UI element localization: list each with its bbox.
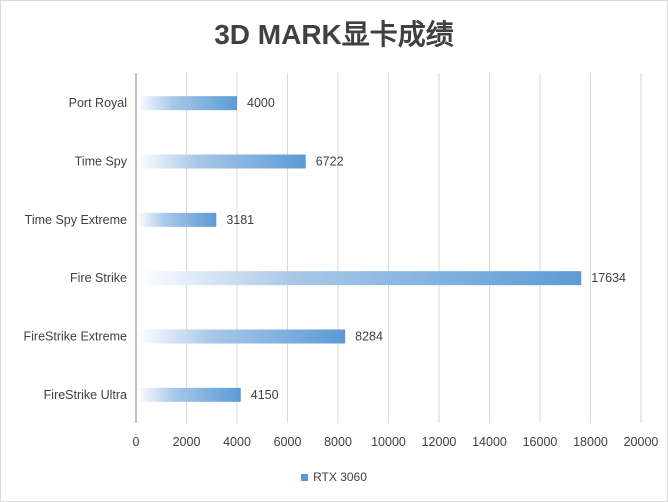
- x-tick-label: 16000: [523, 435, 558, 449]
- x-tick-label: 12000: [422, 435, 457, 449]
- bar: [137, 271, 582, 286]
- bar: [137, 212, 217, 227]
- bar: [137, 96, 237, 111]
- category-label: Time Spy: [75, 155, 128, 169]
- x-tick-label: 0: [133, 435, 140, 449]
- category-label: FireStrike Ultra: [44, 388, 127, 402]
- category-label: Time Spy Extreme: [25, 213, 127, 227]
- x-tick-label: 14000: [472, 435, 507, 449]
- category-label: Port Royal: [69, 96, 127, 110]
- data-label: 4150: [251, 388, 279, 402]
- legend-swatch: [301, 474, 309, 482]
- x-tick-label: 18000: [573, 435, 608, 449]
- chart-title: 3D MARK显卡成绩: [214, 19, 454, 50]
- x-tick-label: 20000: [624, 435, 659, 449]
- x-tick-label: 10000: [371, 435, 406, 449]
- data-label: 4000: [247, 96, 275, 110]
- bar: [137, 154, 306, 169]
- bar: [137, 329, 346, 344]
- legend-label: RTX 3060: [313, 470, 367, 484]
- x-tick-label: 4000: [223, 435, 251, 449]
- x-tick-label: 2000: [173, 435, 201, 449]
- category-label: Fire Strike: [70, 271, 127, 285]
- data-label: 17634: [591, 271, 626, 285]
- x-tick-label: 8000: [324, 435, 352, 449]
- category-label: FireStrike Extreme: [24, 330, 128, 344]
- legend: RTX 3060: [1, 470, 667, 484]
- data-label: 8284: [355, 330, 383, 344]
- data-label: 6722: [316, 155, 344, 169]
- data-label: 3181: [226, 213, 254, 227]
- x-tick-label: 6000: [274, 435, 302, 449]
- bar: [137, 387, 241, 402]
